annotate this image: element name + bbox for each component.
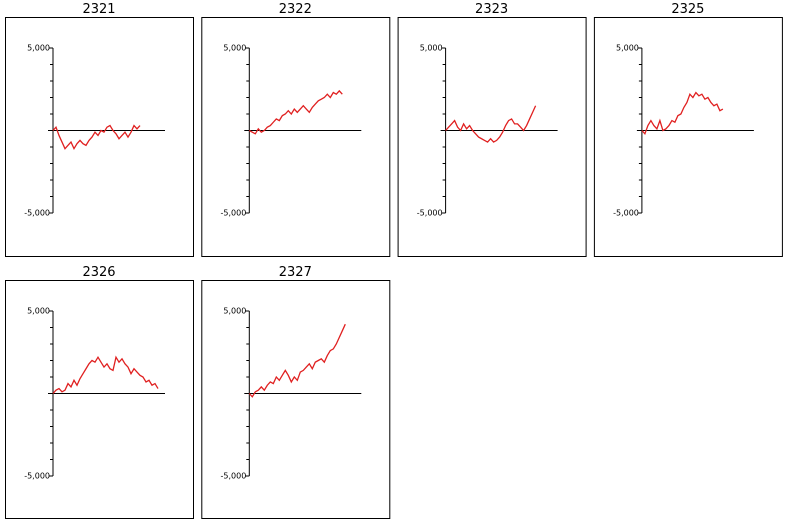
y-tick-label: 5,000	[616, 44, 639, 53]
y-tick-label: 5,000	[420, 44, 443, 53]
y-tick-label: 5,000	[223, 307, 246, 316]
y-tick-label: 5,000	[27, 307, 50, 316]
y-tick-label: -5,000	[613, 209, 639, 218]
y-tick-label: 5,000	[27, 44, 50, 53]
panel-title: 2323	[475, 2, 508, 17]
series-line	[445, 105, 537, 143]
y-tick-label: -5,000	[24, 472, 50, 481]
panel-title: 2327	[279, 265, 312, 280]
y-tick-label: -5,000	[417, 209, 443, 218]
panel-frame	[5, 17, 194, 257]
panel-title: 2326	[82, 265, 115, 280]
panel-frame	[201, 280, 391, 519]
series-line	[248, 323, 346, 398]
panel-frame	[5, 280, 194, 519]
panel-title: 2325	[671, 2, 704, 17]
y-tick-label: 5,000	[223, 44, 246, 53]
y-tick-label: -5,000	[221, 472, 247, 481]
panel-frame	[593, 17, 783, 257]
y-tick-label: -5,000	[221, 209, 247, 218]
series-line	[641, 91, 724, 136]
panel-frame	[201, 17, 391, 257]
panel-title: 2321	[82, 2, 115, 17]
panel-title: 2322	[279, 2, 312, 17]
y-tick-label: -5,000	[24, 209, 50, 218]
series-line	[248, 89, 343, 135]
series-line	[52, 124, 141, 151]
panel-frame	[397, 17, 587, 257]
series-line	[52, 355, 159, 394]
